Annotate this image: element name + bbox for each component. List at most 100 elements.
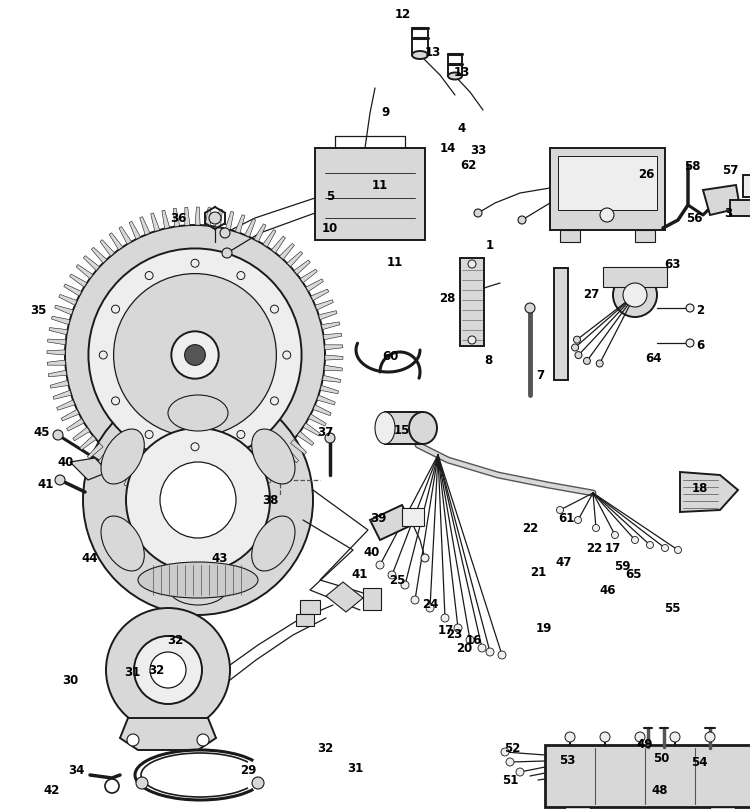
Bar	[635, 230, 655, 242]
Polygon shape	[49, 328, 68, 335]
Polygon shape	[195, 207, 200, 225]
Circle shape	[516, 768, 524, 776]
Text: 46: 46	[600, 583, 616, 596]
Circle shape	[574, 337, 580, 343]
Polygon shape	[240, 475, 250, 493]
Circle shape	[421, 554, 429, 562]
Circle shape	[635, 732, 645, 742]
Polygon shape	[310, 289, 328, 301]
Circle shape	[209, 212, 221, 224]
Polygon shape	[146, 477, 154, 495]
Text: 40: 40	[58, 455, 74, 468]
Ellipse shape	[252, 516, 295, 571]
Polygon shape	[47, 350, 65, 355]
Polygon shape	[57, 400, 75, 410]
Circle shape	[171, 332, 219, 379]
Circle shape	[468, 260, 476, 268]
Polygon shape	[62, 409, 80, 421]
Circle shape	[596, 360, 603, 367]
Text: 55: 55	[664, 602, 680, 615]
Circle shape	[572, 344, 578, 351]
Text: 1: 1	[486, 239, 494, 252]
Text: 12: 12	[394, 7, 411, 20]
Bar	[554, 268, 568, 380]
Polygon shape	[100, 239, 115, 256]
Polygon shape	[67, 418, 84, 431]
Bar	[710, 807, 735, 809]
Polygon shape	[70, 458, 108, 480]
Text: 13: 13	[454, 66, 470, 78]
Circle shape	[113, 273, 277, 436]
Circle shape	[600, 732, 610, 742]
Text: 41: 41	[352, 569, 368, 582]
Bar	[730, 200, 750, 216]
Circle shape	[592, 524, 599, 532]
Text: 31: 31	[124, 666, 140, 679]
Circle shape	[466, 636, 474, 644]
Circle shape	[237, 272, 245, 280]
Text: 52: 52	[504, 742, 520, 755]
Polygon shape	[64, 284, 82, 296]
Polygon shape	[323, 333, 342, 340]
Polygon shape	[162, 210, 170, 229]
Polygon shape	[320, 385, 338, 394]
Circle shape	[525, 303, 535, 313]
Circle shape	[283, 351, 291, 359]
Circle shape	[106, 608, 230, 732]
Text: 31: 31	[346, 761, 363, 774]
Circle shape	[237, 430, 245, 438]
Circle shape	[83, 385, 313, 615]
Text: 61: 61	[558, 511, 574, 524]
Polygon shape	[319, 311, 337, 320]
Text: 48: 48	[652, 783, 668, 797]
Ellipse shape	[412, 51, 428, 59]
Polygon shape	[179, 484, 184, 502]
Bar	[385, 412, 423, 444]
Circle shape	[376, 561, 384, 569]
Bar	[315, 148, 425, 240]
Circle shape	[632, 536, 638, 544]
Circle shape	[662, 544, 668, 552]
Polygon shape	[48, 371, 67, 377]
Text: 27: 27	[583, 289, 599, 302]
Polygon shape	[284, 447, 298, 463]
Polygon shape	[287, 252, 303, 267]
Polygon shape	[96, 451, 110, 467]
Ellipse shape	[448, 73, 462, 79]
Circle shape	[613, 273, 657, 317]
Text: 36: 36	[170, 211, 186, 225]
Text: 57: 57	[722, 163, 738, 176]
Ellipse shape	[168, 569, 228, 605]
Bar	[560, 230, 580, 242]
Polygon shape	[308, 414, 326, 426]
Text: 22: 22	[586, 541, 602, 554]
Text: 16: 16	[466, 633, 482, 646]
Text: 5: 5	[326, 189, 334, 202]
Circle shape	[486, 648, 494, 656]
Text: 35: 35	[30, 303, 46, 316]
Circle shape	[271, 305, 278, 313]
Polygon shape	[55, 305, 73, 315]
Polygon shape	[306, 279, 323, 291]
Polygon shape	[110, 233, 123, 250]
Polygon shape	[236, 214, 244, 233]
Polygon shape	[300, 269, 317, 283]
Text: 10: 10	[322, 222, 338, 235]
Text: 49: 49	[637, 738, 653, 751]
Text: 8: 8	[484, 354, 492, 366]
Circle shape	[584, 358, 590, 364]
Text: 59: 59	[614, 560, 630, 573]
Polygon shape	[263, 230, 276, 247]
Bar	[545, 745, 750, 807]
Polygon shape	[259, 466, 271, 484]
Text: 51: 51	[502, 773, 518, 786]
Circle shape	[184, 345, 206, 366]
Polygon shape	[325, 345, 343, 350]
Text: 19: 19	[536, 621, 552, 634]
Polygon shape	[703, 185, 740, 215]
Ellipse shape	[168, 395, 228, 431]
Text: 63: 63	[664, 257, 680, 270]
Text: 47: 47	[556, 556, 572, 569]
Circle shape	[556, 506, 563, 514]
Bar	[296, 614, 314, 626]
